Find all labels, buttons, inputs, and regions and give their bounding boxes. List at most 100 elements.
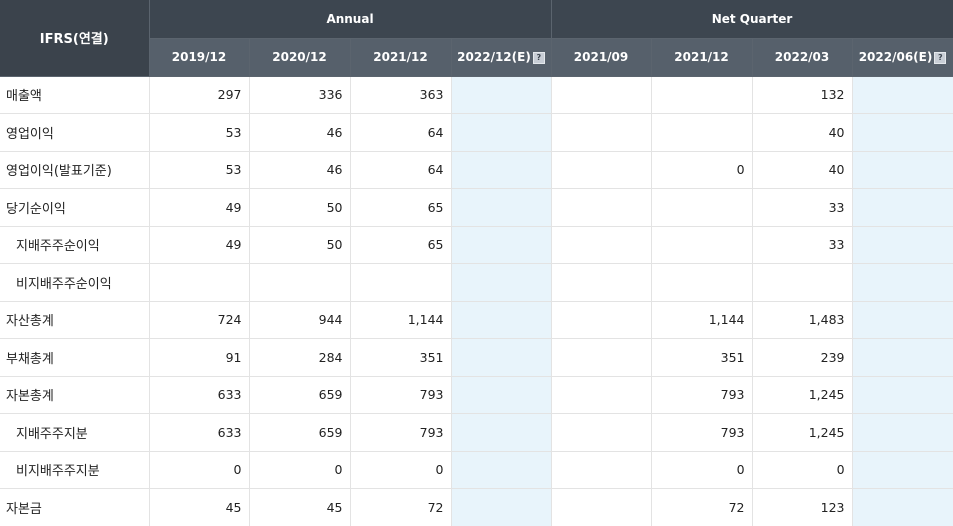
value-cell: 944	[249, 301, 350, 339]
estimate-help-icon[interactable]: ?	[533, 52, 545, 64]
value-cell: 64	[350, 151, 451, 189]
value-cell	[451, 489, 551, 526]
value-cell	[451, 301, 551, 339]
value-cell	[551, 414, 651, 452]
value-cell	[451, 114, 551, 152]
value-cell: 45	[249, 489, 350, 526]
value-cell	[451, 151, 551, 189]
value-cell	[451, 376, 551, 414]
value-cell	[852, 339, 953, 377]
value-cell	[852, 151, 953, 189]
value-cell: 65	[350, 226, 451, 264]
value-cell	[852, 376, 953, 414]
value-cell	[451, 189, 551, 227]
value-cell: 0	[752, 451, 852, 489]
value-cell: 0	[249, 451, 350, 489]
value-cell	[852, 451, 953, 489]
value-cell: 53	[149, 151, 249, 189]
value-cell: 123	[752, 489, 852, 526]
value-cell: 40	[752, 151, 852, 189]
value-cell	[451, 414, 551, 452]
value-cell: 793	[651, 376, 752, 414]
period-label: 2020/12	[272, 50, 326, 64]
value-cell	[551, 114, 651, 152]
value-cell	[350, 264, 451, 302]
value-cell: 50	[249, 226, 350, 264]
value-cell: 33	[752, 189, 852, 227]
value-cell: 1,483	[752, 301, 852, 339]
value-cell	[651, 114, 752, 152]
value-cell	[551, 301, 651, 339]
row-label: 당기순이익	[0, 189, 149, 227]
row-label: 비지배주주순이익	[0, 264, 149, 302]
value-cell: 0	[651, 451, 752, 489]
value-cell: 1,144	[350, 301, 451, 339]
value-cell: 793	[651, 414, 752, 452]
value-cell: 33	[752, 226, 852, 264]
value-cell: 53	[149, 114, 249, 152]
value-cell	[852, 189, 953, 227]
value-cell	[852, 114, 953, 152]
value-cell	[451, 451, 551, 489]
value-cell: 49	[149, 226, 249, 264]
row-label: 매출액	[0, 76, 149, 114]
annual-period-header: 2020/12	[249, 38, 350, 76]
value-cell	[651, 189, 752, 227]
value-cell	[551, 264, 651, 302]
value-cell	[551, 189, 651, 227]
value-cell	[451, 264, 551, 302]
value-cell: 793	[350, 376, 451, 414]
quarter-period-header: 2022/06(E)?	[852, 38, 953, 76]
value-cell: 724	[149, 301, 249, 339]
value-cell: 1,144	[651, 301, 752, 339]
value-cell	[149, 264, 249, 302]
value-cell: 659	[249, 376, 350, 414]
value-cell: 40	[752, 114, 852, 152]
annual-period-header: 2019/12	[149, 38, 249, 76]
value-cell	[551, 151, 651, 189]
value-cell: 1,245	[752, 414, 852, 452]
estimate-help-icon[interactable]: ?	[934, 52, 946, 64]
value-cell: 49	[149, 189, 249, 227]
period-label: 2021/09	[574, 50, 628, 64]
row-label: 자산총계	[0, 301, 149, 339]
value-cell	[551, 376, 651, 414]
value-cell: 65	[350, 189, 451, 227]
value-cell	[249, 264, 350, 302]
value-cell	[451, 226, 551, 264]
period-label: 2022/03	[775, 50, 829, 64]
value-cell: 793	[350, 414, 451, 452]
value-cell: 633	[149, 414, 249, 452]
value-cell	[551, 489, 651, 526]
value-cell: 72	[350, 489, 451, 526]
annual-header: Annual	[149, 0, 551, 38]
value-cell: 0	[651, 151, 752, 189]
value-cell	[651, 264, 752, 302]
value-cell	[651, 76, 752, 114]
row-label: 지배주주지분	[0, 414, 149, 452]
quarter-period-header: 2022/03	[752, 38, 852, 76]
value-cell: 284	[249, 339, 350, 377]
period-label: 2019/12	[172, 50, 226, 64]
table-row: 비지배주주순이익	[0, 264, 953, 302]
annual-period-header: 2022/12(E)?	[451, 38, 551, 76]
value-cell: 64	[350, 114, 451, 152]
period-label: 2021/12	[674, 50, 728, 64]
value-cell: 46	[249, 151, 350, 189]
value-cell: 0	[149, 451, 249, 489]
value-cell	[551, 451, 651, 489]
value-cell	[852, 76, 953, 114]
row-label: 부채총계	[0, 339, 149, 377]
value-cell	[752, 264, 852, 302]
